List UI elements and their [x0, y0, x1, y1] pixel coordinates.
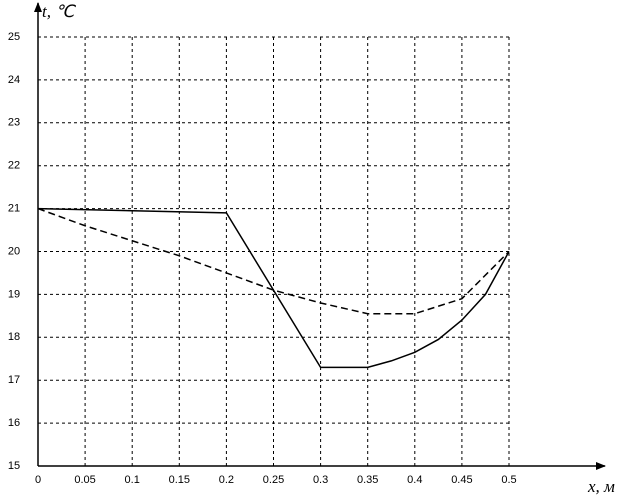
data-line [37, 207, 510, 315]
y-tick-label: 17 [8, 374, 20, 386]
x-axis-title: x, м [587, 477, 615, 496]
x-tick-label: 0.1 [125, 474, 140, 486]
x-tick-label: 0.2 [219, 474, 234, 486]
x-tick-label: 0.25 [263, 474, 284, 486]
x-tick-label: 0.45 [451, 474, 472, 486]
y-tick-label: 16 [8, 417, 20, 429]
x-tick-label: 0.4 [407, 474, 422, 486]
x-tick-label: 0.15 [169, 474, 190, 486]
y-tick-label: 23 [8, 117, 20, 129]
y-tick-label: 24 [8, 74, 20, 86]
y-tick-label: 22 [8, 160, 20, 172]
x-tick-label: 0.05 [74, 474, 95, 486]
x-tick-label: 0.5 [501, 474, 516, 486]
y-tick-label: 25 [8, 31, 20, 43]
x-tick-label: 0.3 [313, 474, 328, 486]
y-tick-label: 19 [8, 288, 20, 300]
data-line [37, 207, 510, 369]
y-tick-label: 15 [8, 460, 20, 472]
y-tick-label: 21 [8, 203, 20, 215]
x-tick-label: 0.35 [357, 474, 378, 486]
x-tick-label: 0 [35, 474, 41, 486]
y-tick-label: 20 [8, 245, 20, 257]
y-tick-label: 18 [8, 331, 20, 343]
y-axis-title: t, ℃ [42, 2, 76, 21]
